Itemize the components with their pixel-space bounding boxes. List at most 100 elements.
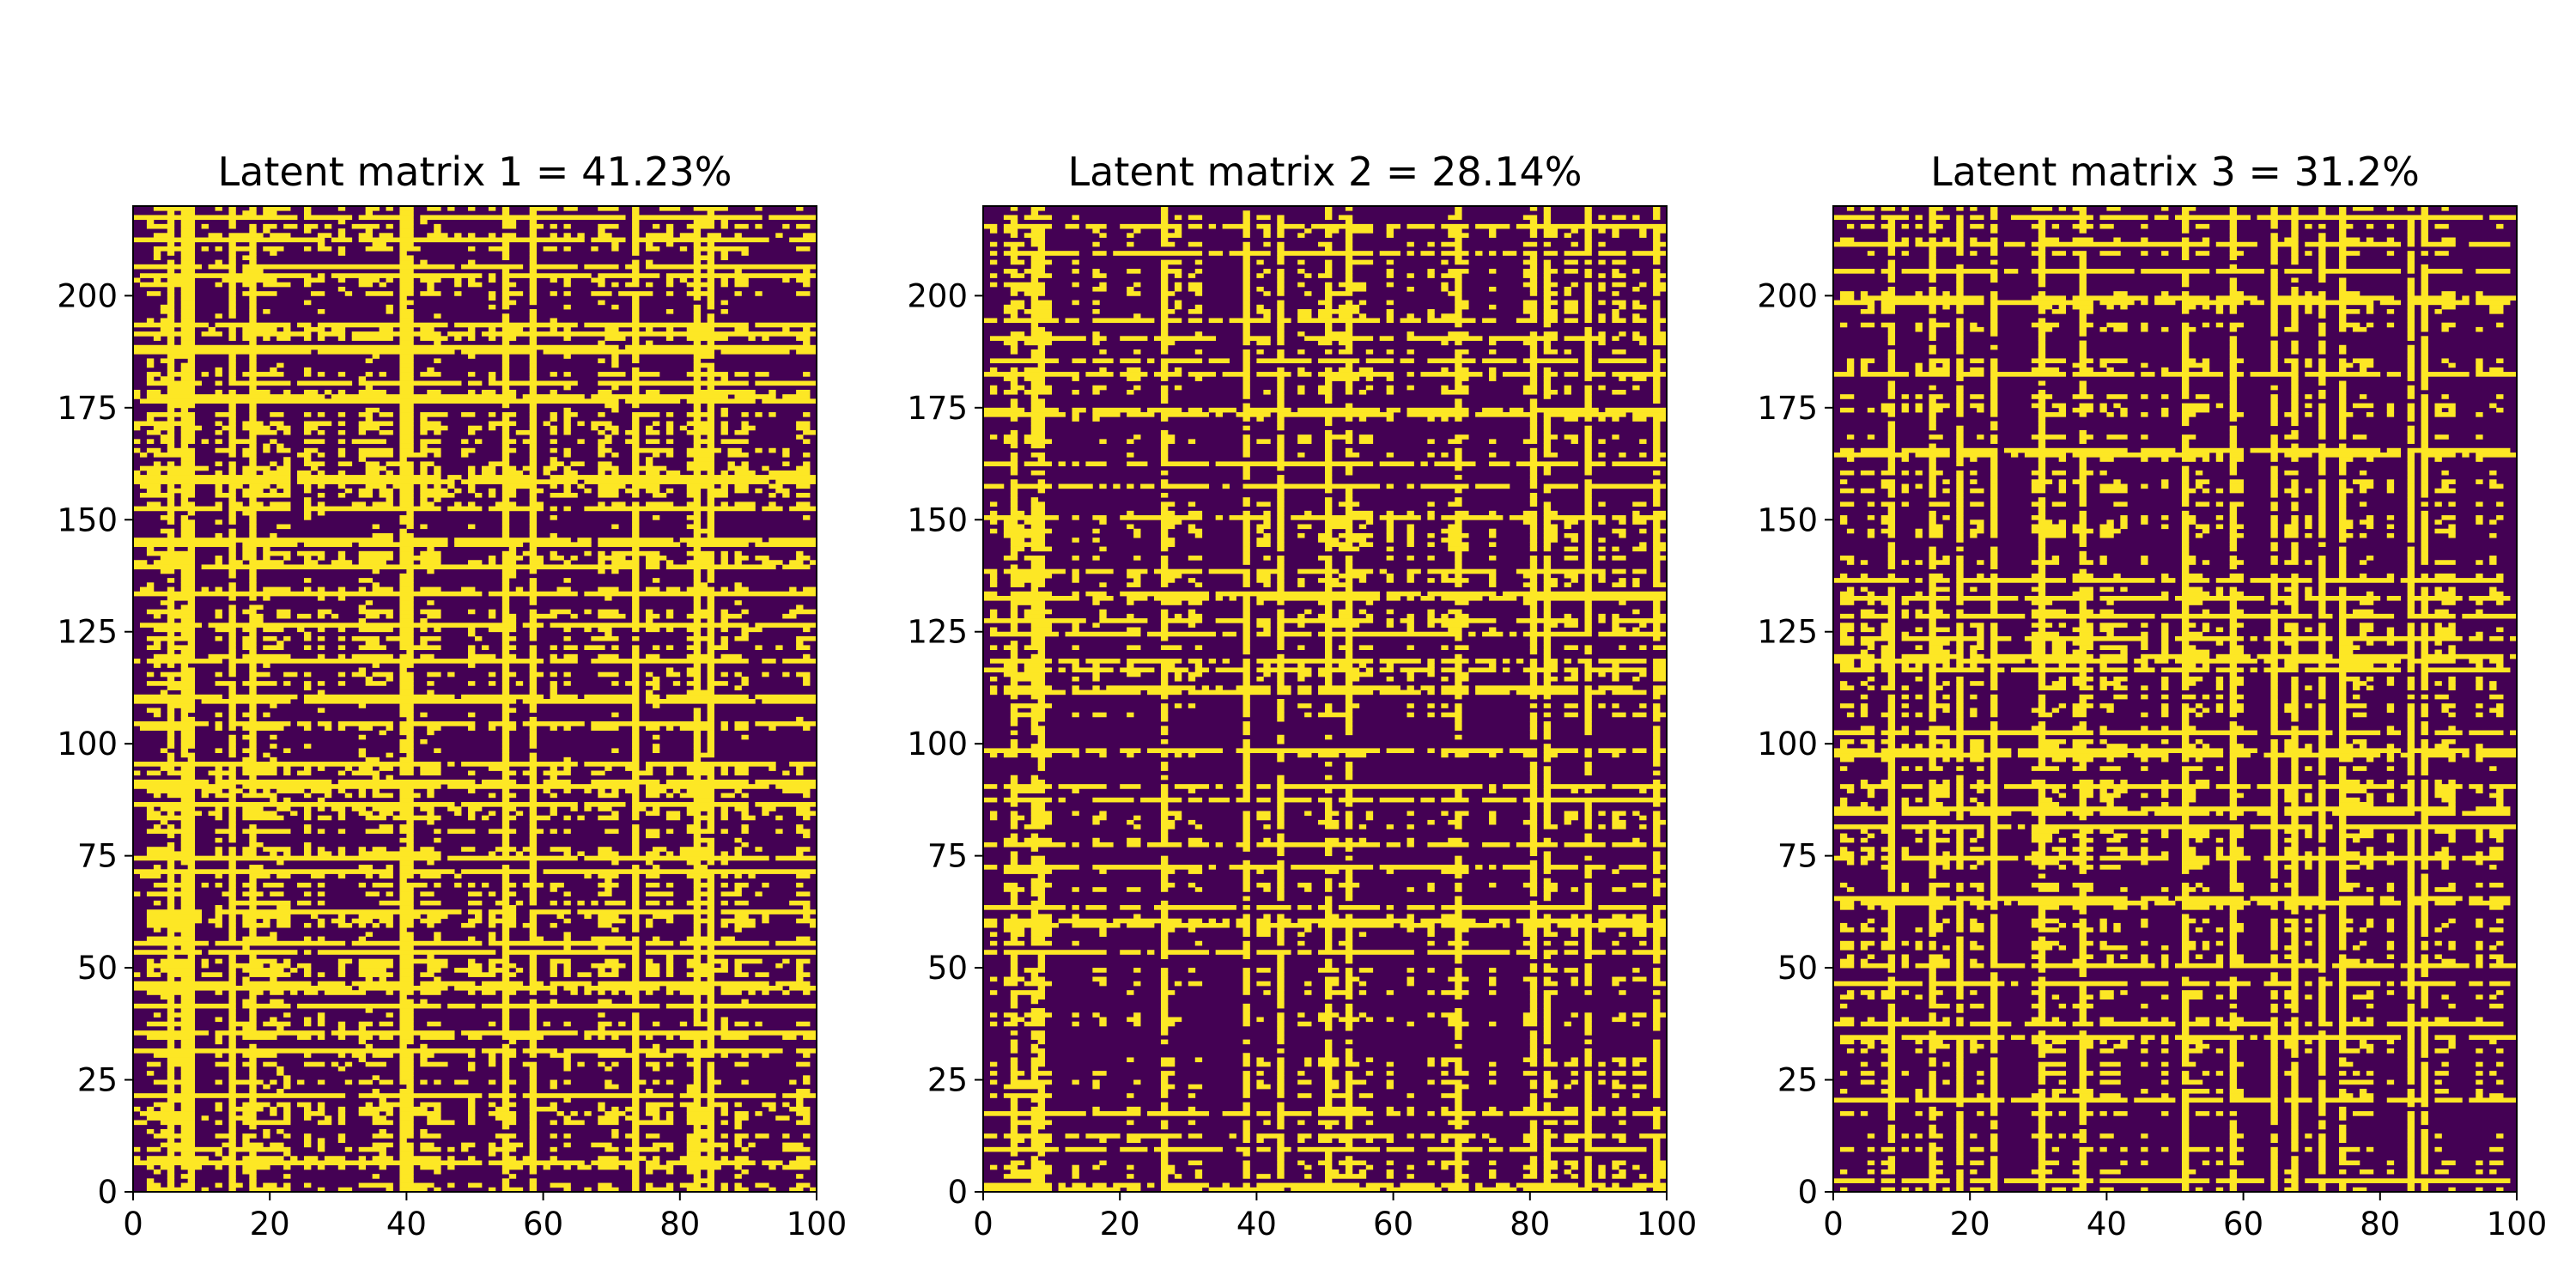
- heatmap-cell: [632, 578, 640, 583]
- heatmap-cell: [399, 304, 407, 310]
- heatmap-cell: [208, 233, 222, 238]
- heatmap-cell: [1188, 841, 1210, 848]
- heatmap-cell: [501, 841, 510, 848]
- heatmap-cell: [529, 528, 538, 534]
- heatmap-cell: [1543, 927, 1552, 933]
- heatmap-cell: [1099, 869, 1107, 874]
- heatmap-cell: [304, 1111, 325, 1116]
- heatmap-cell: [488, 914, 496, 920]
- heatmap-cell: [1242, 914, 1250, 920]
- heatmap-cell: [529, 277, 538, 283]
- heatmap-cell: [1010, 1071, 1025, 1076]
- heatmap-cell: [468, 246, 476, 252]
- heatmap-cell: [1529, 811, 1538, 817]
- heatmap-cell: [1003, 865, 1079, 870]
- heatmap-cell: [1653, 1174, 1668, 1179]
- heatmap-cell: [1455, 1174, 1469, 1179]
- heatmap-cell: [317, 556, 325, 561]
- heatmap-cell: [475, 914, 483, 920]
- heatmap-cell: [167, 833, 175, 839]
- heatmap-cell: [1653, 932, 1668, 937]
- heatmap-cell: [358, 376, 367, 381]
- heatmap-cell: [1543, 811, 1552, 817]
- heatmap-cell: [365, 291, 393, 296]
- heatmap-cell: [529, 645, 538, 650]
- heatmap-cell: [249, 457, 257, 462]
- heatmap-cell: [632, 958, 640, 964]
- heatmap-cell: [1072, 914, 1079, 920]
- heatmap-cell: [1345, 824, 1353, 829]
- heatmap-cell: [358, 618, 367, 623]
- heatmap-cell: [665, 336, 674, 341]
- heatmap-cell: [598, 233, 612, 238]
- heatmap-cell: [372, 671, 393, 677]
- heatmap-cell: [337, 958, 353, 964]
- heatmap-cell: [741, 999, 749, 1005]
- heatmap-cell: [358, 605, 367, 611]
- heatmap-cell: [215, 793, 236, 799]
- heatmap-cell: [399, 945, 414, 951]
- heatmap-cell: [1406, 887, 1414, 892]
- heatmap-cell: [652, 1079, 660, 1085]
- heatmap-cell: [1653, 905, 1668, 910]
- heatmap-cell: [632, 300, 640, 306]
- heatmap-cell: [741, 609, 749, 615]
- heatmap-cell: [734, 282, 749, 288]
- heatmap-cell: [386, 304, 393, 310]
- heatmap-cell: [263, 223, 277, 229]
- heatmap-cell: [1345, 1048, 1353, 1054]
- heatmap-cell: [1160, 1025, 1169, 1031]
- heatmap-cell: [153, 255, 161, 261]
- heatmap-cell: [263, 336, 270, 341]
- heatmap-cell: [1584, 1160, 1592, 1166]
- heatmap-cell: [1584, 815, 1592, 821]
- heatmap-cell: [782, 1035, 797, 1040]
- heatmap-cell: [1345, 927, 1353, 933]
- heatmap-cell: [1529, 806, 1538, 811]
- heatmap-cell: [529, 865, 538, 870]
- heatmap-cell: [249, 730, 257, 736]
- heatmap-cell: [1598, 824, 1606, 829]
- heatmap-cell: [796, 336, 811, 341]
- heatmap-cell: [1441, 869, 1469, 874]
- heatmap-cell: [304, 372, 312, 377]
- heatmap-cell: [1277, 1142, 1285, 1148]
- heatmap-cell: [228, 282, 236, 288]
- heatmap-cell: [1030, 1142, 1046, 1148]
- heatmap-cell: [707, 573, 714, 579]
- heatmap-cell: [632, 259, 640, 265]
- heatmap-cell: [515, 586, 524, 592]
- heatmap-cell: [1277, 811, 1285, 817]
- heatmap-cell: [672, 681, 681, 686]
- heatmap-cell: [1584, 968, 1592, 973]
- heatmap-cell: [420, 847, 434, 852]
- heatmap-cell: [249, 586, 257, 592]
- heatmap-cell: [249, 340, 257, 346]
- heatmap-cell: [686, 515, 702, 520]
- heatmap-cell: [249, 241, 257, 247]
- heatmap-cell: [543, 1021, 550, 1027]
- heatmap-cell: [632, 237, 769, 243]
- heatmap-cell: [1543, 694, 1552, 700]
- heatmap-cell: [563, 726, 571, 731]
- heatmap-cell: [646, 470, 660, 476]
- heatmap-cell: [399, 972, 414, 977]
- heatmap-cell: [734, 269, 742, 274]
- heatmap-cell: [249, 483, 270, 489]
- heatmap-cell: [734, 900, 749, 906]
- heatmap-cell: [1427, 968, 1435, 973]
- heatmap-cell: [1072, 1021, 1079, 1027]
- heatmap-cell: [741, 681, 749, 686]
- heatmap-cell: [1010, 1102, 1018, 1108]
- heatmap-cell: [146, 546, 155, 552]
- heatmap-cell: [1529, 963, 1538, 969]
- heatmap-cell: [529, 744, 538, 749]
- heatmap-cell: [1003, 685, 1052, 690]
- heatmap-cell: [686, 372, 728, 377]
- heatmap-cell: [665, 918, 674, 924]
- heatmap-cell: [263, 918, 270, 924]
- heatmap-cell: [228, 1057, 236, 1063]
- heatmap-cell: [501, 492, 517, 498]
- heatmap-cell: [406, 568, 414, 574]
- heatmap-cell: [1242, 1088, 1250, 1094]
